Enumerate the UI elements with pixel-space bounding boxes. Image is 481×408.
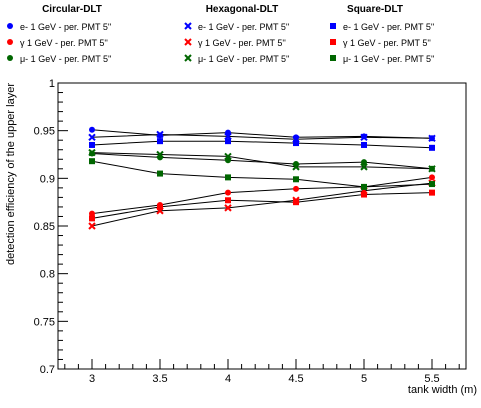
series-point (157, 203, 163, 210)
series-point (225, 189, 231, 196)
series-point (428, 134, 436, 143)
series-point (224, 204, 232, 212)
x-tick-label: 5.5 (424, 373, 439, 385)
y-axis-label: detection efficiency of the upper layer (5, 83, 17, 265)
series-point (89, 210, 95, 217)
series-point (429, 144, 435, 151)
series-point (88, 133, 96, 142)
legend-marker (7, 23, 13, 29)
series-point (361, 141, 367, 148)
x-tick-label: 3 (89, 373, 95, 385)
legend-marker (184, 38, 192, 46)
y-tick-label: 0.7 (40, 364, 55, 376)
series-point (225, 138, 231, 145)
series-point (361, 159, 367, 166)
series-point (225, 197, 231, 204)
series-point (428, 165, 436, 173)
series-point (360, 133, 368, 142)
series-point (89, 215, 95, 222)
legend-entry-label: e- 1 GeV - per. PMT 5'' (20, 22, 112, 32)
y-tick-label: 0.8 (40, 269, 55, 281)
series-point (88, 148, 96, 157)
legend-entry-label: μ- 1 GeV - per. PMT 5'' (20, 54, 112, 64)
series-point (156, 130, 164, 139)
legend-group-title: Hexagonal-DLT (206, 4, 279, 15)
series-lines (91, 129, 433, 227)
x-tick-label: 5 (361, 373, 367, 385)
legend-entry-label: γ 1 GeV - per. PMT 5'' (20, 38, 108, 48)
series-point (429, 174, 435, 181)
x-tick-label: 3.5 (152, 373, 167, 385)
series-point (360, 163, 368, 171)
axes: 0.7 0.75 0.8 0.85 0.9 0.95 1 3 3.5 4 4.5 5 5.5 (34, 78, 467, 385)
legend-entry-label: e- 1 GeV - per. PMT 5'' (198, 22, 290, 32)
y-tick-label: 0.75 (34, 316, 55, 328)
y-tick-label: 0.9 (40, 173, 55, 185)
y-tick-label: 1 (49, 78, 55, 90)
legend-entry-label: μ- 1 GeV - per. PMT 5'' (198, 54, 290, 64)
legend-marker (7, 55, 13, 61)
series-line-3 (91, 133, 433, 140)
series-point (293, 199, 299, 206)
series-point (157, 170, 163, 177)
series-markers (88, 126, 436, 230)
legend: Circular-DLT e- 1 GeV - per. PMT 5'' γ 1 G… (7, 4, 435, 64)
y-tick-label: 0.85 (34, 221, 55, 233)
series-point (293, 140, 299, 147)
series-point (89, 158, 95, 165)
series-line-6 (91, 140, 433, 149)
series-line-8 (91, 160, 433, 188)
x-tick-label: 4.5 (288, 373, 303, 385)
legend-marker (7, 39, 13, 45)
legend-group-title: Circular-DLT (42, 4, 102, 15)
plot-frame (57, 82, 467, 370)
series-point (292, 163, 300, 171)
series-point (293, 185, 299, 192)
legend-entry-label: γ 1 GeV - per. PMT 5'' (343, 38, 431, 48)
axis-labels: tank width (m) detection efficiency of t… (5, 83, 477, 396)
x-axis-label: tank width (m) (408, 384, 477, 396)
series-point (429, 189, 435, 196)
legend-marker (184, 54, 192, 62)
legend-marker (184, 22, 192, 30)
legend-entry-label: μ- 1 GeV - per. PMT 5'' (343, 54, 435, 64)
series-point (88, 222, 96, 230)
series-line-4 (91, 182, 433, 227)
legend-group-title: Square-DLT (347, 4, 403, 15)
series-point (224, 152, 232, 161)
series-point (361, 183, 367, 190)
y-tick-label: 0.95 (34, 126, 55, 138)
series-point (361, 191, 367, 198)
legend-entry-label: e- 1 GeV - per. PMT 5'' (343, 22, 435, 32)
series-point (157, 138, 163, 145)
legend-marker (330, 23, 336, 29)
x-tick-label: 4 (225, 373, 231, 385)
legend-entry-label: γ 1 GeV - per. PMT 5'' (198, 38, 286, 48)
legend-marker (330, 55, 336, 61)
series-line-5 (91, 152, 433, 170)
legend-marker (330, 39, 336, 45)
series-point (156, 150, 164, 159)
series-line-1 (91, 176, 433, 215)
series-line-0 (91, 129, 433, 139)
series-point (89, 126, 95, 133)
series-point (293, 176, 299, 183)
series-point (429, 181, 435, 188)
series-line-7 (91, 192, 433, 219)
series-point (89, 141, 95, 148)
series-point (225, 174, 231, 181)
